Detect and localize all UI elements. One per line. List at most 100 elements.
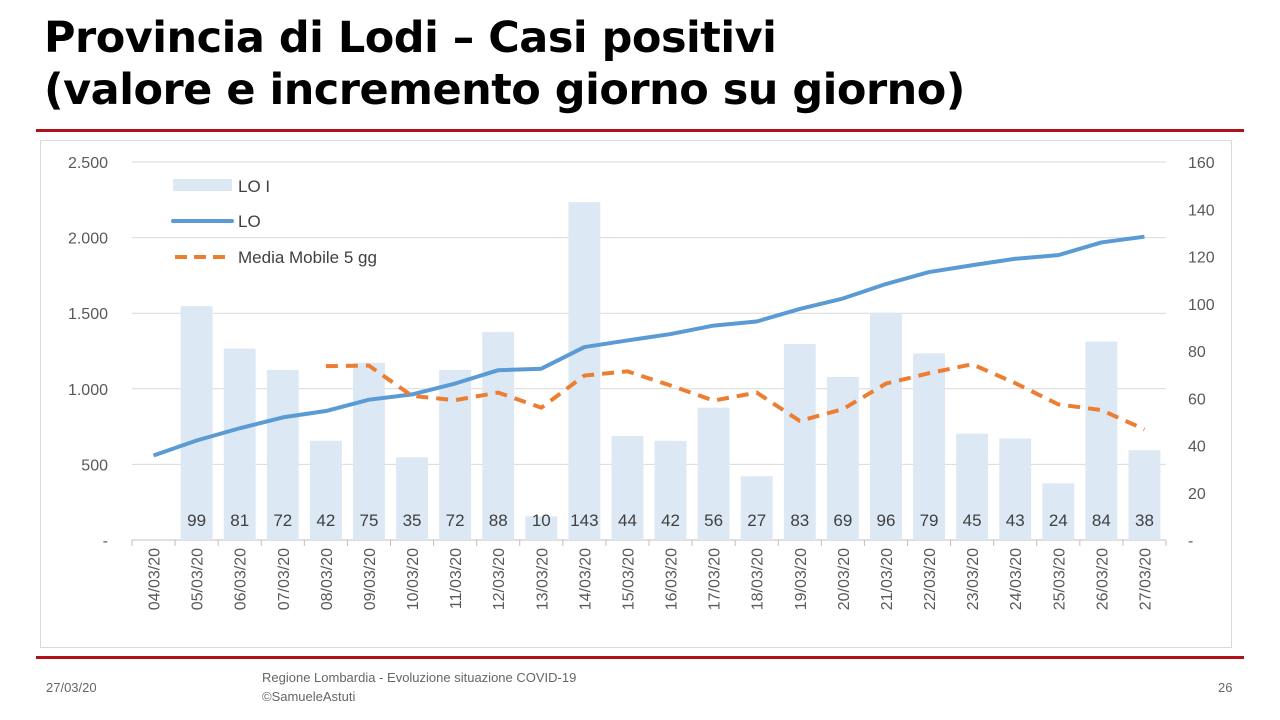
bar-data-label: 88	[489, 511, 508, 530]
bottom-rule	[36, 656, 1244, 659]
right-axis-tick: 140	[1188, 202, 1215, 219]
footer-date: 27/03/20	[46, 680, 97, 695]
x-axis-label: 26/03/20	[1094, 548, 1111, 610]
x-axis-label: 15/03/20	[620, 548, 637, 610]
bar-data-label: 38	[1135, 511, 1154, 530]
bar	[783, 343, 816, 540]
bar-data-label: 81	[230, 511, 249, 530]
footer-page: 26	[1218, 680, 1233, 695]
x-axis-label: 06/03/20	[233, 548, 250, 610]
bar-data-label: 56	[704, 511, 723, 530]
left-axis-tick: -	[103, 533, 108, 550]
bar-data-label: 42	[316, 511, 335, 530]
left-axis-tick: 1.000	[68, 382, 108, 399]
x-axis-label: 04/03/20	[147, 548, 164, 610]
series-line-moving-average	[325, 362, 1146, 432]
bar-data-label: 24	[1049, 511, 1068, 530]
bar	[1042, 483, 1075, 540]
bar	[1085, 341, 1118, 540]
x-axis-label: 12/03/20	[491, 548, 508, 610]
bar	[525, 516, 558, 540]
x-axis-label: 10/03/20	[405, 548, 422, 610]
bar-data-label: 27	[747, 511, 766, 530]
x-axis-label: 05/03/20	[190, 548, 207, 610]
bar	[654, 440, 687, 540]
x-axis-label: 16/03/20	[664, 548, 681, 610]
bar	[870, 313, 902, 540]
chart-frame	[40, 140, 1232, 648]
bar-data-label: 75	[359, 511, 378, 530]
x-axis-label: 09/03/20	[362, 548, 379, 610]
slide-title: Provincia di Lodi – Casi positivi (valor…	[44, 12, 965, 116]
legend-swatch-bar	[173, 179, 232, 191]
bar	[999, 438, 1032, 540]
footer-source: Regione Lombardia - Evoluzione situazion…	[262, 670, 577, 685]
bar	[353, 362, 385, 540]
right-axis-tick: 80	[1188, 344, 1206, 361]
legend-label: LO I	[238, 177, 270, 196]
bar	[266, 369, 299, 540]
bar	[956, 433, 989, 540]
x-axis-label: 20/03/20	[836, 548, 853, 610]
title-line-2: (valore e incremento giorno su giorno)	[44, 65, 965, 115]
bar	[223, 348, 256, 540]
right-axis-tick: 160	[1188, 155, 1215, 172]
top-rule	[36, 129, 1244, 132]
bar-data-label: 44	[618, 511, 637, 530]
bar-data-label: 79	[920, 511, 939, 530]
legend-label: Media Mobile 5 gg	[238, 248, 377, 267]
left-axis-tick: 1.500	[68, 306, 108, 323]
x-axis-label: 23/03/20	[965, 548, 982, 610]
x-axis-label: 27/03/20	[1137, 548, 1154, 610]
bar	[180, 306, 213, 540]
left-axis-tick: 2.000	[68, 231, 108, 248]
x-axis-label: 07/03/20	[276, 548, 293, 610]
x-axis-label: 22/03/20	[922, 548, 939, 610]
series-line-lo	[152, 234, 1145, 458]
bar	[611, 436, 644, 540]
bar-data-label: 96	[876, 511, 895, 530]
x-axis-label: 25/03/20	[1051, 548, 1068, 610]
right-axis-tick: 20	[1188, 486, 1206, 503]
left-axis-tick: 2.500	[68, 155, 108, 172]
right-axis-tick: -	[1188, 533, 1193, 550]
bar	[309, 440, 342, 540]
bar	[740, 476, 773, 540]
bar-data-label: 84	[1092, 511, 1111, 530]
bar	[568, 202, 601, 540]
title-line-1: Provincia di Lodi – Casi positivi	[44, 13, 777, 63]
right-axis-tick: 60	[1188, 391, 1206, 408]
bar-data-label: 35	[403, 511, 422, 530]
right-axis-tick: 120	[1188, 250, 1215, 267]
bar	[482, 332, 515, 540]
bar	[697, 407, 730, 540]
x-axis-label: 18/03/20	[750, 548, 767, 610]
right-axis-tick: 40	[1188, 439, 1206, 456]
bar-data-label: 72	[446, 511, 465, 530]
bar	[396, 457, 428, 540]
x-axis-label: 24/03/20	[1008, 548, 1025, 610]
bar-data-label: 45	[963, 511, 982, 530]
bar-data-label: 69	[833, 511, 852, 530]
x-axis-label: 21/03/20	[879, 548, 896, 610]
x-axis-label: 14/03/20	[577, 548, 594, 610]
bar-data-label: 143	[570, 511, 598, 530]
bar-data-label: 72	[273, 511, 292, 530]
bar-data-label: 42	[661, 511, 680, 530]
x-axis-label: 19/03/20	[793, 548, 810, 610]
right-axis-tick: 100	[1188, 297, 1215, 314]
bar-data-label: 83	[790, 511, 809, 530]
x-axis-label: 13/03/20	[534, 548, 551, 610]
bar-data-label: 99	[187, 511, 206, 530]
x-axis-label: 11/03/20	[448, 548, 465, 609]
bar	[913, 353, 945, 540]
bar	[1128, 450, 1161, 540]
left-axis-tick: 500	[81, 457, 108, 474]
bar-data-label: 43	[1006, 511, 1025, 530]
x-axis-label: 08/03/20	[319, 548, 336, 610]
legend-label: LO	[238, 212, 261, 231]
footer-author: ©SamueleAstuti	[262, 689, 356, 704]
x-axis-label: 17/03/20	[707, 548, 724, 610]
bar-data-label: 10	[532, 511, 551, 530]
